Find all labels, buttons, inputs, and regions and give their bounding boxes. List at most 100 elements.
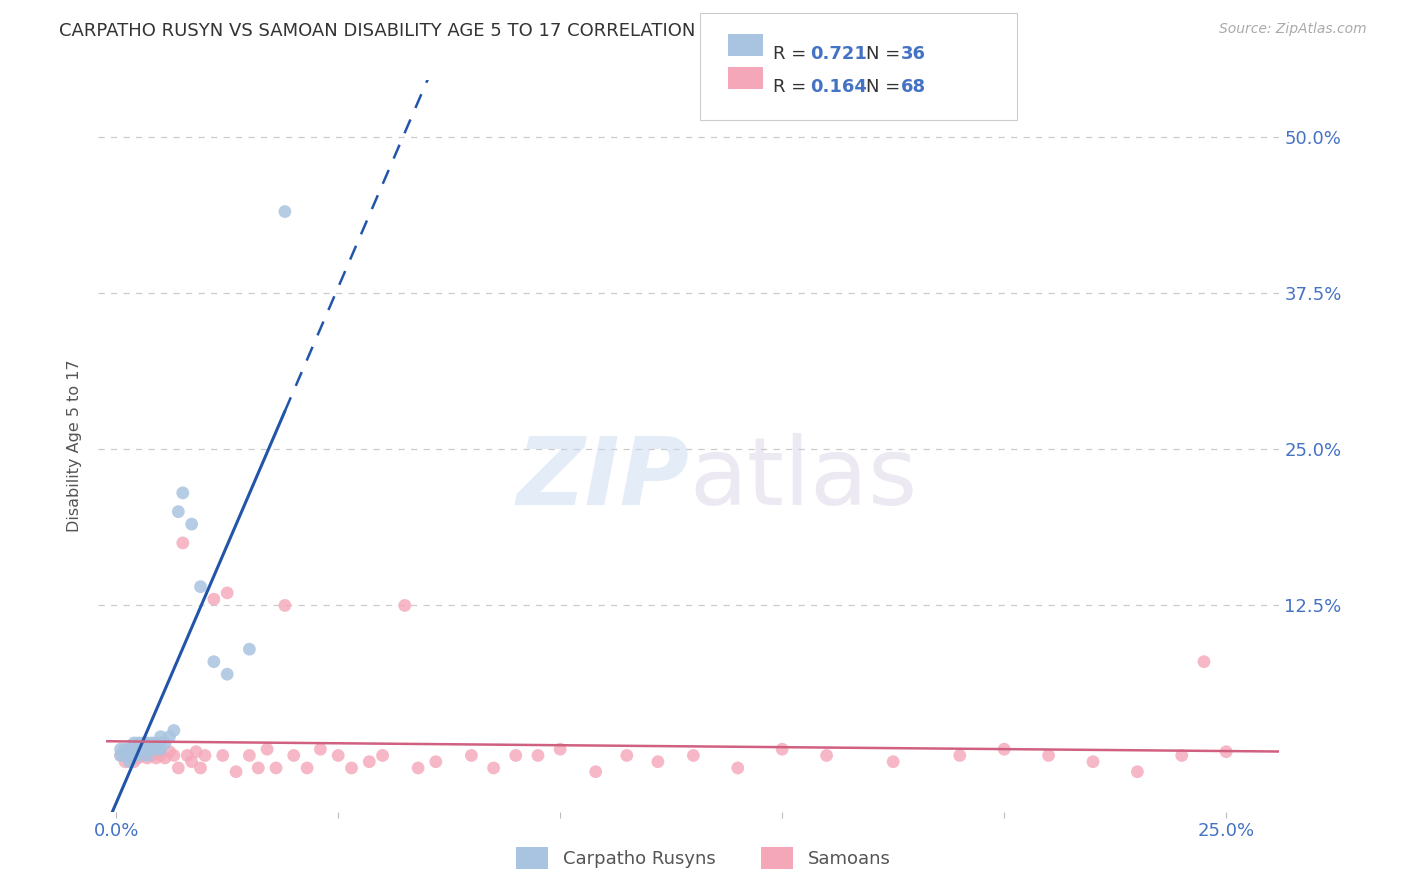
Point [815, 748, 838, 763]
Text: N =: N = [866, 45, 905, 62]
Point [184, 745, 207, 759]
Text: R =: R = [773, 45, 813, 62]
Point [127, 751, 149, 765]
Point [1171, 748, 1194, 763]
Point [256, 742, 278, 756]
Point [274, 204, 297, 219]
Point [770, 742, 793, 756]
Point [167, 761, 190, 775]
Point [149, 742, 172, 756]
Point [993, 742, 1015, 756]
Point [122, 736, 145, 750]
Point [190, 761, 212, 775]
Text: R =: R = [773, 78, 813, 95]
Text: ZIP: ZIP [516, 433, 689, 524]
Point [127, 742, 149, 756]
Y-axis label: Disability Age 5 to 17: Disability Age 5 to 17 [67, 359, 83, 533]
Point [172, 536, 194, 550]
Text: N =: N = [866, 78, 905, 95]
Point [616, 748, 638, 763]
Point [264, 761, 287, 775]
Point [211, 748, 233, 763]
Point [225, 764, 247, 779]
Text: 0.721: 0.721 [810, 45, 866, 62]
Point [118, 748, 141, 763]
Point [202, 592, 225, 607]
Point [141, 742, 163, 756]
Point [141, 742, 163, 756]
Point [149, 742, 172, 756]
Point [159, 730, 181, 744]
Legend: Carpatho Rusyns, Samoans: Carpatho Rusyns, Samoans [509, 839, 897, 876]
Point [149, 748, 172, 763]
Point [114, 745, 136, 759]
Point [247, 761, 270, 775]
Point [647, 755, 669, 769]
Point [153, 736, 176, 750]
Point [359, 755, 381, 769]
Point [122, 755, 145, 769]
Point [167, 505, 190, 519]
Point [527, 748, 550, 763]
Point [145, 751, 167, 765]
Point [180, 517, 202, 532]
Point [136, 742, 159, 756]
Point [176, 748, 198, 763]
Point [202, 655, 225, 669]
Point [110, 748, 132, 763]
Point [882, 755, 904, 769]
Point [1038, 748, 1060, 763]
Point [163, 723, 186, 738]
Point [180, 755, 202, 769]
Point [110, 748, 132, 763]
Point [132, 742, 155, 756]
Point [283, 748, 305, 763]
Point [309, 742, 332, 756]
Point [394, 599, 416, 613]
Text: 0.164: 0.164 [810, 78, 866, 95]
Point [1215, 745, 1237, 759]
Point [118, 755, 141, 769]
Point [110, 742, 132, 756]
Point [127, 736, 149, 750]
Point [127, 742, 149, 756]
Point [153, 751, 176, 765]
Point [114, 748, 136, 763]
Point [217, 667, 239, 681]
Point [149, 730, 172, 744]
Point [122, 742, 145, 756]
Point [145, 742, 167, 756]
Point [145, 736, 167, 750]
Point [1081, 755, 1104, 769]
Point [425, 755, 447, 769]
Point [548, 742, 571, 756]
Point [141, 748, 163, 763]
Point [114, 742, 136, 756]
Text: atlas: atlas [689, 433, 917, 524]
Text: CARPATHO RUSYN VS SAMOAN DISABILITY AGE 5 TO 17 CORRELATION CHART: CARPATHO RUSYN VS SAMOAN DISABILITY AGE … [59, 22, 762, 40]
Point [406, 761, 429, 775]
Text: 36: 36 [901, 45, 927, 62]
Point [132, 736, 155, 750]
Point [727, 761, 749, 775]
Point [118, 742, 141, 756]
Point [122, 748, 145, 763]
Text: Source: ZipAtlas.com: Source: ZipAtlas.com [1219, 22, 1367, 37]
Point [682, 748, 704, 763]
Point [114, 755, 136, 769]
Point [159, 745, 181, 759]
Point [163, 748, 186, 763]
Point [118, 742, 141, 756]
Text: 68: 68 [901, 78, 927, 95]
Point [136, 748, 159, 763]
Point [482, 761, 505, 775]
Point [371, 748, 394, 763]
Point [190, 580, 212, 594]
Point [1192, 655, 1215, 669]
Point [122, 745, 145, 759]
Point [505, 748, 527, 763]
Point [136, 745, 159, 759]
Point [136, 751, 159, 765]
Point [149, 736, 172, 750]
Point [340, 761, 363, 775]
